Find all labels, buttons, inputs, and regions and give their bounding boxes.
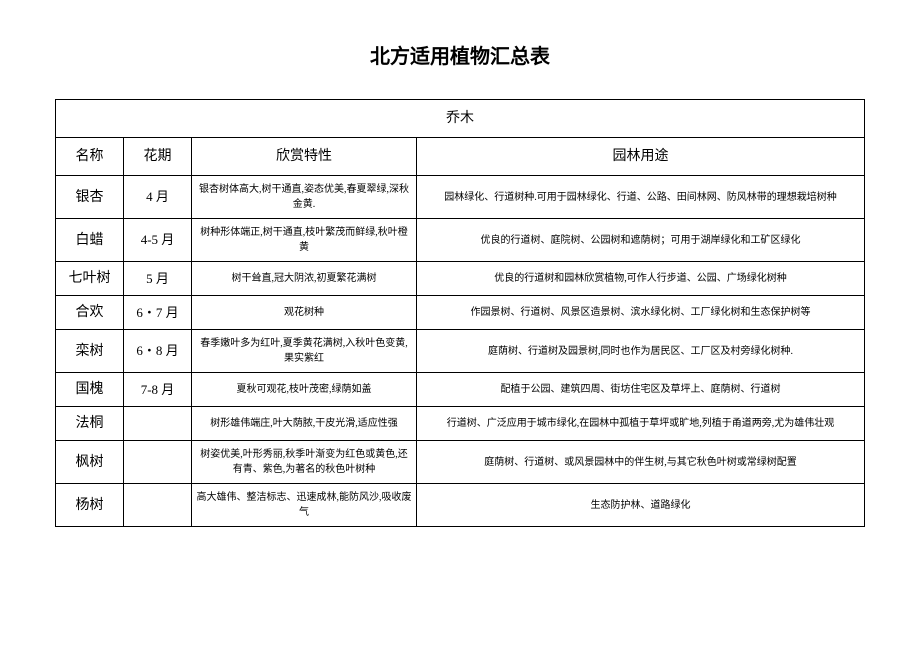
table-row: 白蜡 4-5 月 树种形体端正,树干通直,枝叶繁茂而鲜绿,秋叶橙黄 优良的行道树… — [56, 219, 865, 262]
cell-features: 树干耸直,冠大阴浓,初夏繁花满树 — [192, 262, 417, 296]
cell-features: 春季嫩叶多为红叶,夏季黄花满树,入秋叶色变黄,果实紫红 — [192, 330, 417, 373]
cell-usage: 庭荫树、行道树及园景树,同时也作为居民区、工厂区及村旁绿化树种. — [417, 330, 865, 373]
cell-name: 国槐 — [56, 373, 124, 407]
cell-usage: 园林绿化、行道树种.可用于园林绿化、行道、公路、田间林网、防风林带的理想栽培树种 — [417, 176, 865, 219]
cell-usage: 行道树、广泛应用于城市绿化,在园林中孤植于草坪或旷地,列植于甬道两旁,尤为雄伟壮… — [417, 407, 865, 441]
table-row: 合欢 6・7 月 观花树种 作园景树、行道树、风景区造景树、滨水绿化树、工厂绿化… — [56, 296, 865, 330]
category-cell: 乔木 — [56, 100, 865, 138]
cell-name: 杨树 — [56, 484, 124, 527]
header-features: 欣赏特性 — [192, 138, 417, 176]
cell-period: 6・7 月 — [124, 296, 192, 330]
cell-features: 树种形体端正,树干通直,枝叶繁茂而鲜绿,秋叶橙黄 — [192, 219, 417, 262]
table-row: 七叶树 5 月 树干耸直,冠大阴浓,初夏繁花满树 优良的行道树和园林欣赏植物,可… — [56, 262, 865, 296]
cell-name: 七叶树 — [56, 262, 124, 296]
cell-name: 枫树 — [56, 441, 124, 484]
page-title: 北方适用植物汇总表 — [55, 40, 865, 69]
cell-period: 7-8 月 — [124, 373, 192, 407]
cell-usage: 庭荫树、行道树、或风景园林中的伴生树,与其它秋色叶树或常绿树配置 — [417, 441, 865, 484]
cell-usage: 优良的行道树、庭院树、公园树和遮荫树；可用于湖岸绿化和工矿区绿化 — [417, 219, 865, 262]
cell-name: 白蜡 — [56, 219, 124, 262]
cell-usage: 优良的行道树和园林欣赏植物,可作人行步道、公园、广场绿化树种 — [417, 262, 865, 296]
cell-period — [124, 407, 192, 441]
table-row: 银杏 4 月 银杏树体高大,树干通直,姿态优美,春夏翠绿,深秋金黄. 园林绿化、… — [56, 176, 865, 219]
category-row: 乔木 — [56, 100, 865, 138]
table-row: 杨树 高大雄伟、整洁标志、迅速成林,能防风沙,吸收废气 生态防护林、道路绿化 — [56, 484, 865, 527]
cell-usage: 配植于公园、建筑四周、街坊住宅区及草坪上、庭荫树、行道树 — [417, 373, 865, 407]
plant-table: 乔木 名称 花期 欣赏特性 园林用途 银杏 4 月 银杏树体高大,树干通直,姿态… — [55, 99, 865, 527]
header-row: 名称 花期 欣赏特性 园林用途 — [56, 138, 865, 176]
cell-features: 树形雄伟端庄,叶大荫脓,干皮光滑,适应性强 — [192, 407, 417, 441]
table-row: 法桐 树形雄伟端庄,叶大荫脓,干皮光滑,适应性强 行道树、广泛应用于城市绿化,在… — [56, 407, 865, 441]
cell-period: 5 月 — [124, 262, 192, 296]
cell-period: 6・8 月 — [124, 330, 192, 373]
cell-usage: 生态防护林、道路绿化 — [417, 484, 865, 527]
header-usage: 园林用途 — [417, 138, 865, 176]
cell-period — [124, 441, 192, 484]
cell-name: 银杏 — [56, 176, 124, 219]
table-row: 国槐 7-8 月 夏秋可观花,枝叶茂密,绿荫如盖 配植于公园、建筑四周、街坊住宅… — [56, 373, 865, 407]
cell-name: 法桐 — [56, 407, 124, 441]
cell-period: 4 月 — [124, 176, 192, 219]
cell-period — [124, 484, 192, 527]
header-period: 花期 — [124, 138, 192, 176]
cell-period: 4-5 月 — [124, 219, 192, 262]
header-name: 名称 — [56, 138, 124, 176]
cell-features: 夏秋可观花,枝叶茂密,绿荫如盖 — [192, 373, 417, 407]
table-row: 栾树 6・8 月 春季嫩叶多为红叶,夏季黄花满树,入秋叶色变黄,果实紫红 庭荫树… — [56, 330, 865, 373]
cell-features: 银杏树体高大,树干通直,姿态优美,春夏翠绿,深秋金黄. — [192, 176, 417, 219]
cell-usage: 作园景树、行道树、风景区造景树、滨水绿化树、工厂绿化树和生态保护树等 — [417, 296, 865, 330]
cell-features: 高大雄伟、整洁标志、迅速成林,能防风沙,吸收废气 — [192, 484, 417, 527]
cell-features: 观花树种 — [192, 296, 417, 330]
cell-name: 栾树 — [56, 330, 124, 373]
table-row: 枫树 树姿优美,叶形秀丽,秋季叶渐变为红色或黄色,还有青、紫色,为著名的秋色叶树… — [56, 441, 865, 484]
cell-features: 树姿优美,叶形秀丽,秋季叶渐变为红色或黄色,还有青、紫色,为著名的秋色叶树种 — [192, 441, 417, 484]
cell-name: 合欢 — [56, 296, 124, 330]
